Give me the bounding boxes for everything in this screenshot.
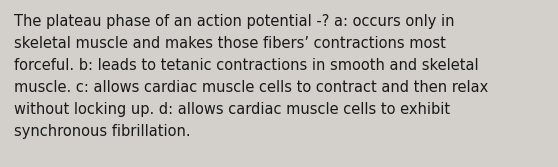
Text: forceful. b: leads to tetanic contractions in smooth and skeletal: forceful. b: leads to tetanic contractio… bbox=[14, 58, 479, 73]
Text: without locking up. d: allows cardiac muscle cells to exhibit: without locking up. d: allows cardiac mu… bbox=[14, 102, 450, 117]
Text: muscle. c: allows cardiac muscle cells to contract and then relax: muscle. c: allows cardiac muscle cells t… bbox=[14, 80, 488, 95]
Text: skeletal muscle and makes those fibers’ contractions most: skeletal muscle and makes those fibers’ … bbox=[14, 36, 446, 51]
Text: The plateau phase of an action potential -? a: occurs only in: The plateau phase of an action potential… bbox=[14, 14, 455, 29]
Text: synchronous fibrillation.: synchronous fibrillation. bbox=[14, 124, 191, 139]
